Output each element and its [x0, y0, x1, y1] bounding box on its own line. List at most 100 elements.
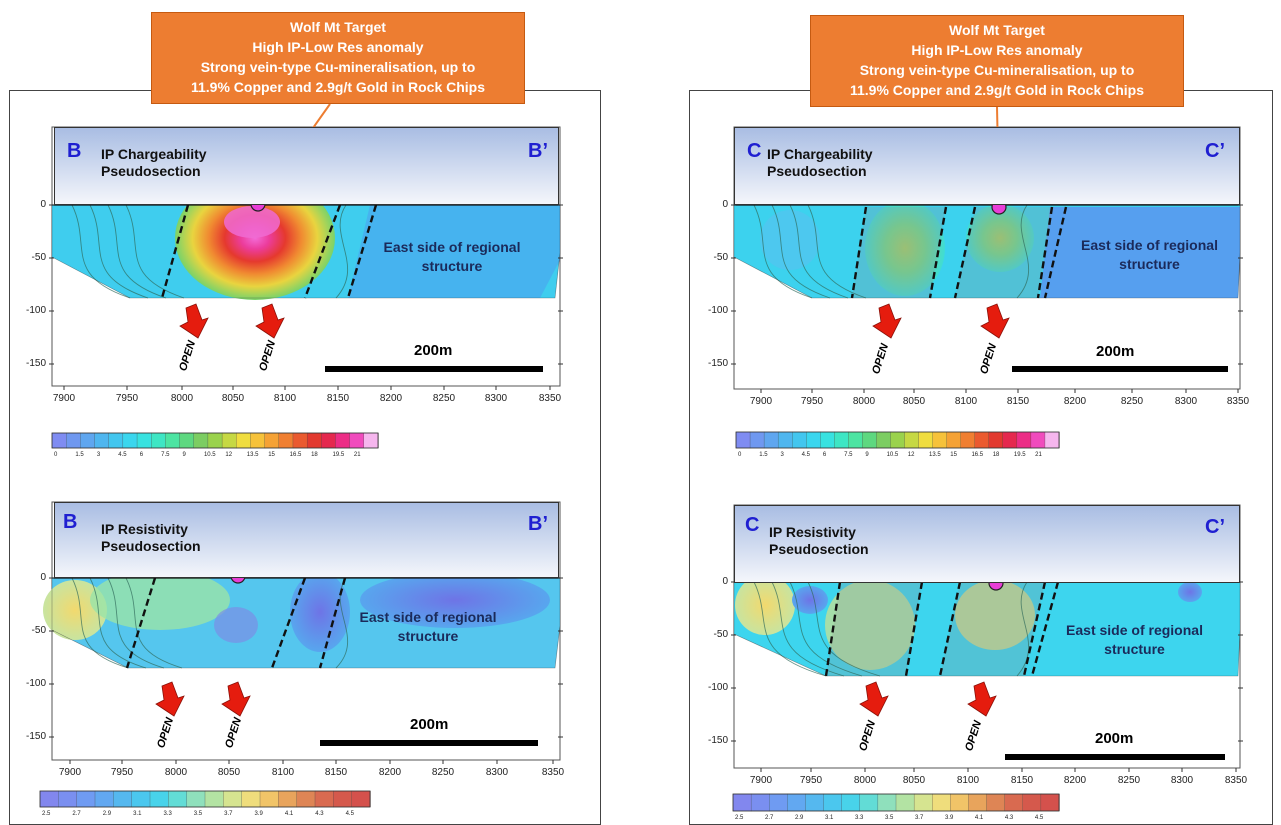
colorbar-label: 15 — [268, 452, 275, 458]
axis-tick-label: -50 — [713, 252, 728, 263]
section-start-label: B — [63, 511, 78, 533]
colorbar-label: 2.5 — [735, 815, 744, 821]
colorbar-cell — [769, 793, 788, 812]
colorbar-label: 4.5 — [345, 811, 354, 817]
colorbar-cell — [39, 790, 59, 808]
blue-zone — [348, 205, 560, 298]
colorbar-label: 1.5 — [75, 452, 84, 458]
colorbar-label: 4.5 — [118, 452, 127, 458]
colorbar-label: 3 — [780, 452, 784, 458]
colorbar-label: 13.5 — [929, 452, 941, 458]
axis-tick-label: 0 — [40, 572, 46, 583]
east-side-label: East side of regional structure — [1067, 236, 1232, 274]
axis-tick-label: 8100 — [271, 767, 295, 778]
axis-tick-label: 8350 — [1224, 775, 1248, 786]
colorbar-cell — [968, 793, 988, 812]
contour-line — [107, 577, 165, 669]
colorbar-outline — [51, 432, 379, 449]
contour-line — [771, 204, 831, 299]
contour-line — [71, 204, 131, 299]
scale-bar-label: 200m — [1096, 343, 1135, 360]
colorbar-cell — [207, 432, 223, 449]
chargeability-header-right: C IP Chargeability Pseudosection C’ — [734, 127, 1240, 205]
colorbar-label: 3.1 — [824, 815, 834, 821]
structural-block — [852, 207, 946, 298]
axis-tick-label: -100 — [25, 678, 46, 689]
contour-line — [807, 581, 881, 677]
axis-tick-label: 8000 — [170, 393, 194, 404]
contour-line — [789, 204, 849, 299]
title-line-2: Pseudosection — [769, 541, 869, 557]
contour-line — [89, 577, 147, 669]
scale-bar-label: 200m — [414, 342, 453, 359]
fault-dashed-line — [270, 577, 307, 669]
contour-line — [753, 204, 813, 299]
colorbar-cell — [165, 432, 181, 449]
axis-tick-label: 8350 — [541, 767, 565, 778]
contour-line — [71, 577, 129, 669]
colorbar-outline — [39, 790, 371, 808]
resistivity-header-left: B IP Resistivity Pseudosection B’ — [54, 502, 559, 578]
scale-bar — [1005, 754, 1225, 760]
contour-line — [335, 204, 348, 299]
title-line-2: Pseudosection — [767, 163, 867, 179]
fault-dashed-line — [928, 206, 948, 299]
colorbar-cell — [204, 790, 224, 808]
colorbar-cell — [913, 793, 933, 812]
wolf-mt-callout-right: Wolf Mt Target High IP-Low Res anomaly S… — [810, 15, 1184, 107]
colorbar-cell — [876, 431, 892, 449]
colorbar-label: 3.1 — [133, 811, 142, 817]
colorbar-cell — [890, 431, 906, 449]
section-title: IP Resistivity Pseudosection — [101, 521, 201, 555]
colorbar-label: 19.5 — [1013, 452, 1026, 458]
colorbar-label: 3.9 — [944, 815, 954, 821]
colorbar-label: 9 — [865, 452, 869, 458]
structural-block — [940, 582, 1045, 676]
axis-tick-label: 8150 — [326, 393, 350, 404]
colorbar-cell — [1002, 431, 1018, 449]
colorbar-cell — [131, 790, 151, 808]
blue-zone — [760, 210, 820, 270]
colorbar-cell — [296, 790, 316, 808]
colorbar-cell — [918, 431, 934, 449]
axis-tick-label: -100 — [25, 305, 46, 316]
colorbar-label: 16.5 — [971, 452, 984, 458]
section-start-label: B — [67, 140, 82, 162]
colorbar-cell — [94, 790, 114, 808]
colorbar-label: 4.5 — [801, 452, 811, 458]
scale-bar — [325, 366, 543, 372]
axis-tick-label: 8300 — [1170, 775, 1194, 786]
axis-tick-label: -50 — [713, 629, 728, 640]
axis-tick-label: 8300 — [1174, 396, 1198, 407]
fault-dashed-line — [1022, 581, 1047, 677]
fault-dashed-line — [1043, 206, 1068, 299]
axis-tick-label: 8200 — [378, 767, 402, 778]
axis-tick-label: 8300 — [485, 767, 509, 778]
section-start-label: C — [745, 514, 760, 536]
colorbar-cell — [848, 431, 864, 449]
colorbar-cell — [51, 432, 67, 449]
contour-line — [335, 577, 348, 669]
fault-dashed-line — [160, 204, 190, 299]
colorbar-cell — [58, 790, 78, 808]
colorbar-cell — [278, 790, 298, 808]
axis-tick-label: 8050 — [902, 396, 926, 407]
wolf-mt-callout-left: Wolf Mt Target High IP-Low Res anomaly S… — [151, 12, 525, 104]
east-side-label: East side of regional structure — [372, 238, 532, 276]
axis-tick-label: 7900 — [58, 767, 82, 778]
colorbar-label: 12 — [225, 452, 233, 458]
fault-dashed-line — [303, 204, 342, 299]
title-line-2: Pseudosection — [101, 538, 201, 554]
axis-tick-label: 8100 — [956, 775, 980, 786]
chargeability-mid-anomaly — [966, 204, 1034, 272]
resistivity-mid-zone — [90, 570, 230, 630]
colorbar-label: 3.3 — [854, 815, 864, 821]
resistivity-low-zone — [360, 572, 550, 628]
colorbar-cell — [732, 793, 752, 812]
colorbar-cell — [877, 793, 897, 812]
axis-tick-label: 8000 — [852, 396, 876, 407]
colorbar-cell — [221, 432, 237, 449]
colorbar-cell — [1022, 793, 1042, 812]
colorbar-cell — [820, 431, 835, 449]
callout-line: High IP-Low Res anomaly — [252, 39, 424, 55]
